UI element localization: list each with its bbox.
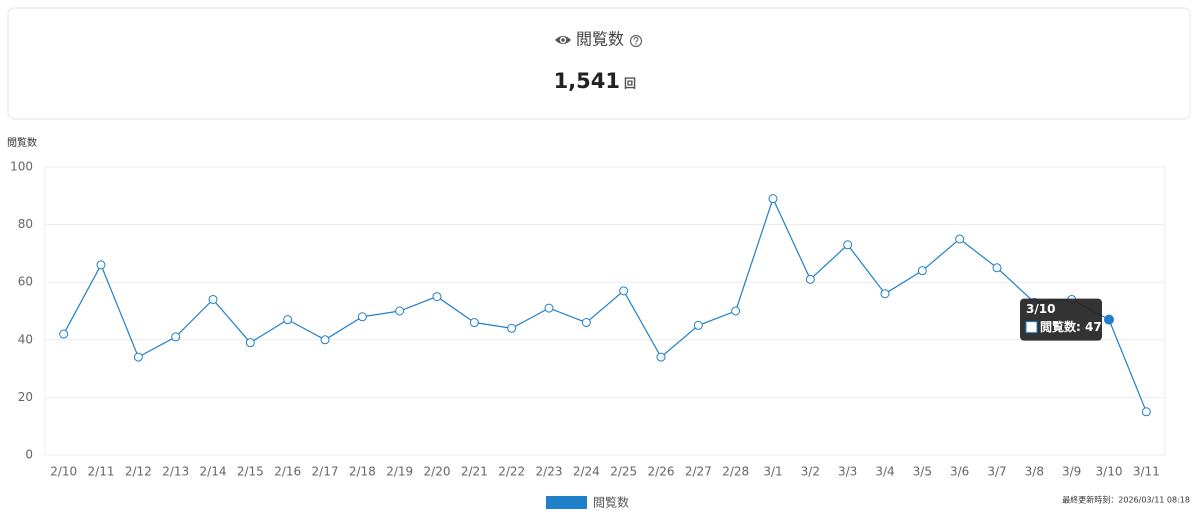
data-point xyxy=(731,306,741,316)
data-point xyxy=(357,312,367,322)
x-tick-label: 2/25 xyxy=(610,465,637,479)
x-tick-label: 2/19 xyxy=(386,465,413,479)
data-point xyxy=(619,286,629,296)
x-tick-label: 3/8 xyxy=(1025,465,1044,479)
x-tick-label: 3/11 xyxy=(1133,465,1160,479)
last-updated: 最終更新時刻：2026/03/11 08:18 xyxy=(1062,495,1190,505)
data-point xyxy=(59,329,69,339)
data-point xyxy=(693,320,703,330)
y-tick-label: 0 xyxy=(25,448,33,462)
x-tick-label: 2/17 xyxy=(312,465,339,479)
tooltip-box xyxy=(1020,298,1102,341)
x-tick-label: 2/18 xyxy=(349,465,376,479)
summary-total: 1,541 xyxy=(554,69,620,93)
eye-icon xyxy=(555,36,571,44)
data-point xyxy=(656,352,666,362)
y-tick-label: 60 xyxy=(18,275,33,289)
data-point xyxy=(96,260,106,270)
x-tick-label: 2/27 xyxy=(685,465,712,479)
x-tick-label: 3/7 xyxy=(987,465,1006,479)
y-tick-label: 20 xyxy=(18,390,33,404)
x-tick-label: 2/23 xyxy=(536,465,563,479)
x-tick-label: 2/28 xyxy=(722,465,749,479)
tooltip-title: 3/10 xyxy=(1026,302,1055,316)
help-icon[interactable] xyxy=(629,34,643,48)
tooltip-text: 閲覧数: 47 xyxy=(1040,319,1102,334)
data-point xyxy=(283,315,293,325)
y-tick-label: 80 xyxy=(18,217,33,231)
legend-swatch xyxy=(546,496,587,509)
x-tick-label: 2/24 xyxy=(573,465,600,479)
y-axis-label: 閲覧数 xyxy=(7,136,37,149)
y-tick-label: 100 xyxy=(10,160,33,174)
x-tick-label: 2/20 xyxy=(424,465,451,479)
data-point xyxy=(992,263,1002,273)
data-point xyxy=(917,266,927,276)
summary-card xyxy=(7,7,1191,120)
data-point xyxy=(245,338,255,348)
x-tick-label: 2/26 xyxy=(648,465,675,479)
data-point xyxy=(469,318,479,328)
data-point xyxy=(432,292,442,302)
x-tick-label: 3/3 xyxy=(838,465,857,479)
data-point xyxy=(544,303,554,313)
data-point xyxy=(133,352,143,362)
data-point xyxy=(1141,407,1151,417)
x-tick-label: 2/11 xyxy=(88,465,115,479)
data-point xyxy=(955,234,965,244)
x-tick-label: 3/4 xyxy=(875,465,894,479)
summary-title: 閲覧数 xyxy=(576,30,624,49)
data-point xyxy=(395,306,405,316)
x-tick-label: 3/9 xyxy=(1062,465,1081,479)
x-tick-label: 3/6 xyxy=(950,465,969,479)
data-point xyxy=(843,240,853,250)
data-point xyxy=(880,289,890,299)
x-tick-label: 3/2 xyxy=(801,465,820,479)
x-tick-label: 2/12 xyxy=(125,465,152,479)
x-tick-label: 2/16 xyxy=(274,465,301,479)
x-tick-label: 3/5 xyxy=(913,465,932,479)
data-point xyxy=(171,332,181,342)
data-point xyxy=(320,335,330,345)
data-point xyxy=(208,294,218,304)
tooltip-swatch xyxy=(1025,321,1038,334)
summary-unit: 回 xyxy=(624,77,636,91)
x-tick-label: 2/22 xyxy=(498,465,525,479)
x-tick-label: 2/13 xyxy=(162,465,189,479)
data-point xyxy=(507,323,517,333)
data-point xyxy=(768,194,778,204)
data-point xyxy=(581,318,591,328)
x-tick-label: 2/15 xyxy=(237,465,264,479)
legend-label: 閲覧数 xyxy=(593,495,629,510)
data-point xyxy=(1104,314,1114,325)
x-tick-label: 3/10 xyxy=(1096,465,1123,479)
tooltip: 3/10 閲覧数: 47 xyxy=(1020,298,1102,341)
y-tick-label: 40 xyxy=(18,332,33,346)
plot-area xyxy=(44,166,1166,456)
x-tick-label: 2/14 xyxy=(200,465,227,479)
data-point xyxy=(805,274,815,284)
x-tick-label: 2/10 xyxy=(50,465,77,479)
x-tick-label: 3/1 xyxy=(763,465,782,479)
x-tick-label: 2/21 xyxy=(461,465,488,479)
series-line xyxy=(63,197,1147,413)
